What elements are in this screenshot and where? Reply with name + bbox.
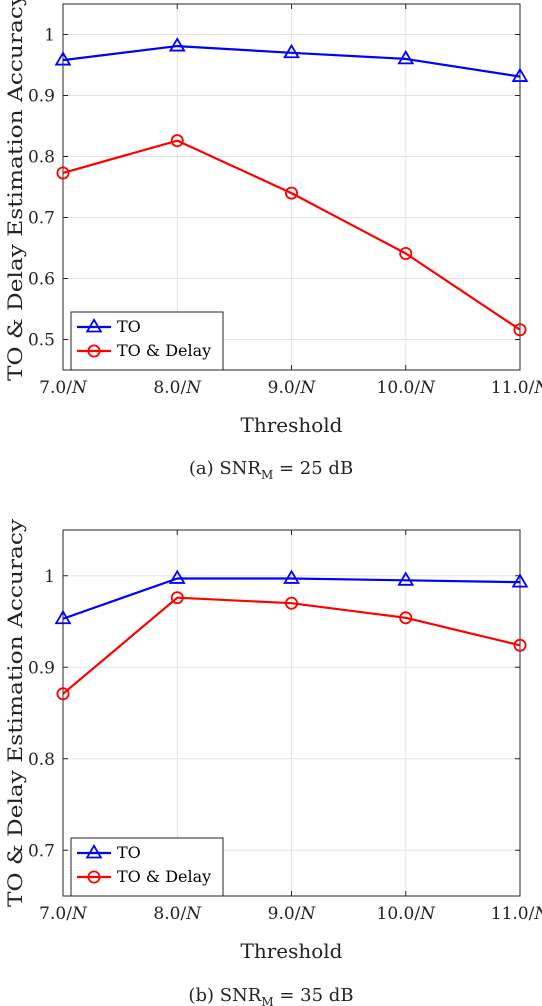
x-tick-label: 8.0/N [153, 904, 202, 924]
legend-marker [87, 870, 101, 884]
y-tick-label: 0.7 [28, 841, 55, 861]
data-point-to [397, 49, 415, 65]
y-tick-label: 0.6 [28, 270, 55, 290]
chart-b: 0.7 0.8 0.9 1 7.0/N 8.0/N 9.0/N 10.0/N 11.0/N Thr… [3, 518, 542, 1006]
legend-label: TO & Delay [117, 867, 211, 886]
legend-marker [85, 844, 103, 859]
caption-subscript: M [261, 995, 273, 1006]
data-point-to-delay [399, 611, 413, 625]
legend: TO TO & Delay [70, 837, 224, 897]
legend-marker [87, 344, 101, 358]
data-point-to-delay [56, 687, 70, 701]
x-tick-label: 11.0/N [491, 378, 542, 398]
legend-label: TO [117, 317, 141, 336]
y-tick-label: 0.8 [28, 148, 55, 168]
series-line-to-delay [62, 596, 521, 695]
figure-caption: (b) SNRM = 35 dB [188, 985, 353, 1006]
caption-suffix: = 25 dB [273, 458, 353, 479]
data-point-to-delay [513, 323, 527, 337]
data-point-to [283, 43, 300, 59]
data-point-to [54, 51, 72, 66]
x-tick-label: 9.0/N [268, 378, 317, 398]
x-tick-label: 9.0/N [268, 904, 317, 924]
legend-label: TO & Delay [117, 341, 211, 360]
y-tick-label: 1 [44, 567, 55, 587]
figure-caption: (a) SNRM = 25 dB [189, 458, 353, 482]
data-point-to-delay [284, 596, 298, 610]
legend-marker [85, 318, 103, 333]
data-point-to-delay [513, 638, 527, 652]
caption-suffix: = 35 dB [274, 985, 354, 1006]
data-point-to-delay [170, 591, 184, 605]
legend-box [70, 837, 224, 897]
y-tick-label: 0.9 [28, 87, 55, 107]
data-point-to-delay [56, 166, 70, 180]
series-line-to [62, 577, 521, 620]
y-axis-label: TO & Delay Estimation Accuracy [3, 0, 27, 381]
data-point-to [511, 573, 529, 588]
data-point-to [168, 37, 186, 52]
caption-prefix: (a) SNR [189, 458, 262, 479]
caption-subscript: M [261, 468, 273, 482]
legend: TO TO & Delay [70, 311, 224, 371]
data-point-to-delay [399, 246, 413, 260]
series-line-to [62, 44, 521, 78]
x-tick-label: 10.0/N [377, 378, 437, 398]
data-point-to [168, 569, 186, 584]
y-tick-label: 0.9 [28, 658, 55, 678]
data-point-to [511, 67, 529, 82]
data-point-to-delay [284, 186, 298, 200]
y-axis-label: TO & Delay Estimation Accuracy [3, 518, 27, 907]
y-tick-label: 0.7 [28, 209, 55, 229]
data-point-to [283, 569, 300, 584]
y-tick-label: 0.5 [28, 331, 55, 351]
series-line-to-delay [62, 139, 521, 331]
x-axis-label: Threshold [240, 413, 342, 437]
x-axis-label: Threshold [240, 939, 342, 963]
x-tick-label: 7.0/N [39, 904, 88, 924]
legend-label: TO [117, 843, 141, 862]
y-tick-label: 0.8 [28, 750, 55, 770]
caption-prefix: (b) SNR [188, 985, 261, 1006]
legend-box [70, 311, 224, 371]
x-tick-label: 10.0/N [377, 904, 437, 924]
x-tick-label: 8.0/N [153, 378, 202, 398]
data-point-to [397, 571, 415, 586]
data-point-to [54, 609, 72, 625]
x-tick-label: 7.0/N [39, 378, 88, 398]
y-tick-label: 1 [44, 26, 55, 46]
chart-a: 0.5 0.6 0.7 0.8 0.9 1 7.0/N 8.0/N 9.0/N 10.0/N 11.… [3, 0, 542, 482]
data-point-to-delay [170, 134, 184, 148]
x-tick-label: 11.0/N [491, 904, 542, 924]
